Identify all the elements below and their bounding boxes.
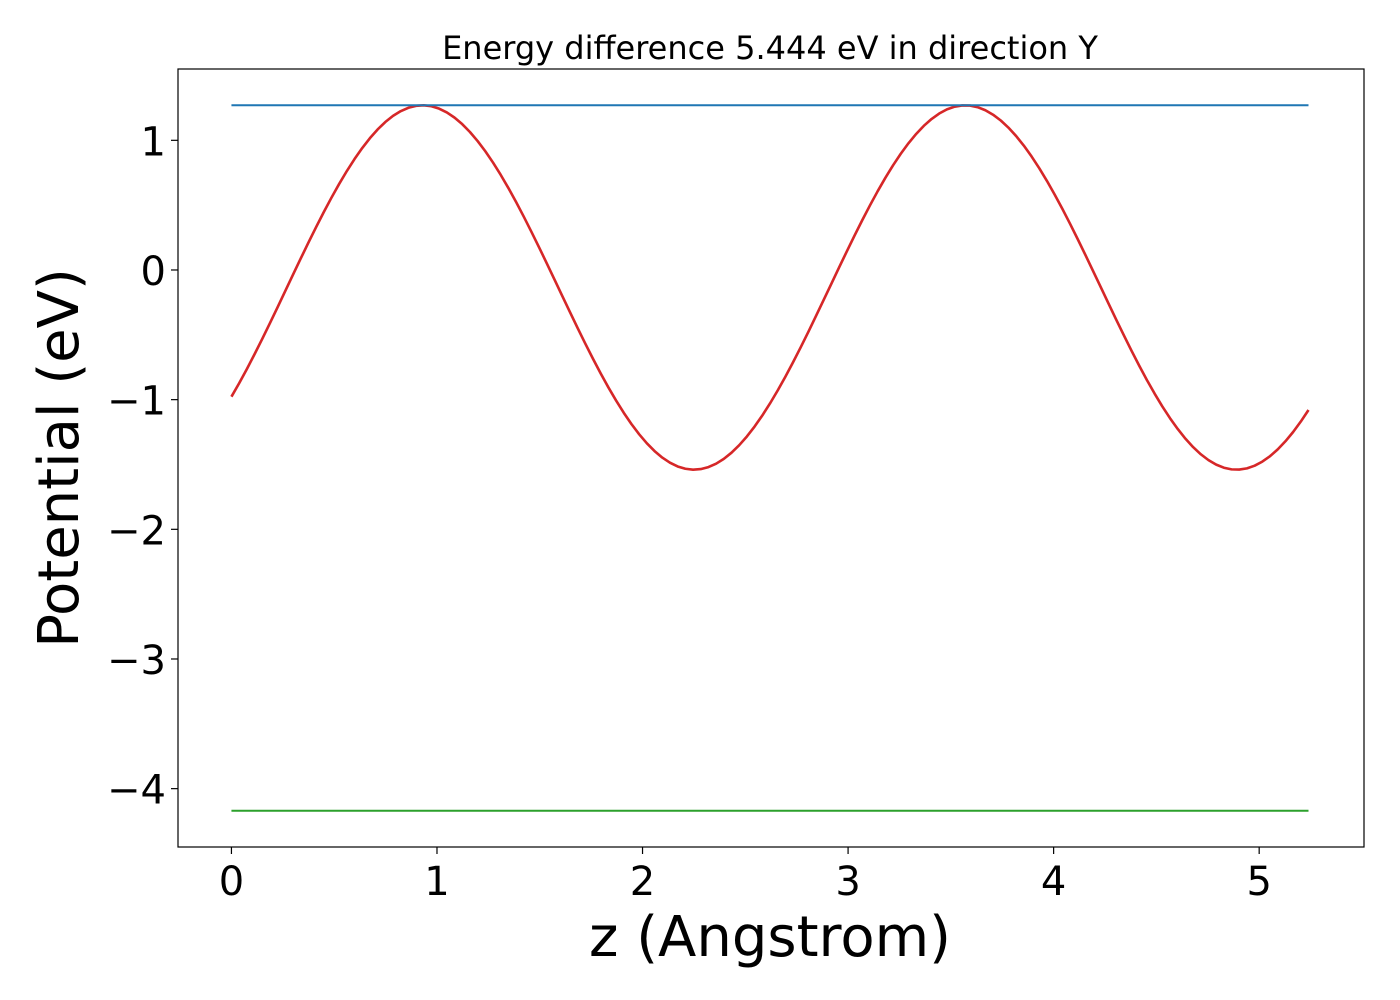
x-tick-label: 0: [219, 859, 244, 905]
y-axis-label: Potential (eV): [27, 268, 92, 648]
axes-frame: [177, 68, 1365, 848]
y-tick-label: −4: [107, 768, 166, 814]
y-tick-label: 0: [141, 249, 166, 295]
x-axis-ticks: 0 1 2 3 4 5: [219, 847, 1272, 905]
y-tick-label: −2: [107, 508, 166, 554]
y-tick-label: −1: [107, 379, 166, 425]
potential-curve: [230, 104, 1310, 471]
x-tick-label: 2: [630, 859, 655, 905]
y-tick-label: 1: [141, 119, 166, 165]
plot-lines: [230, 104, 1310, 812]
x-tick-label: 5: [1246, 859, 1271, 905]
x-tick-label: 1: [424, 859, 449, 905]
y-axis-ticks: 1 0 −1 −2 −3 −4: [107, 119, 178, 814]
x-axis-label: z (Angstrom): [589, 905, 951, 970]
chart-title: Energy difference 5.444 eV in direction …: [442, 29, 1098, 67]
x-tick-label: 3: [835, 859, 860, 905]
y-tick-label: −3: [107, 638, 166, 684]
x-tick-label: 4: [1041, 859, 1066, 905]
